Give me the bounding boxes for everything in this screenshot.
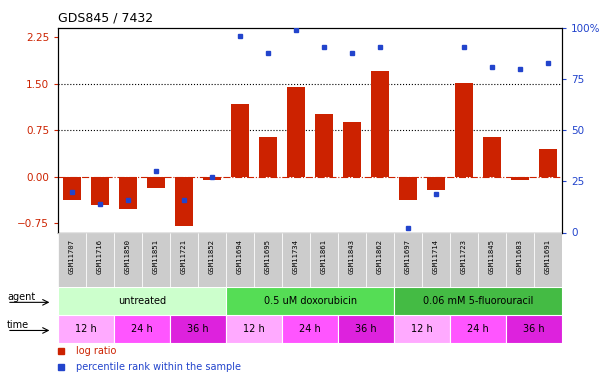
Bar — [338, 232, 366, 287]
Bar — [455, 82, 473, 177]
Text: GSM11694: GSM11694 — [237, 240, 243, 274]
Text: GSM11714: GSM11714 — [433, 240, 439, 274]
Text: 24 h: 24 h — [299, 324, 321, 334]
Bar — [310, 232, 338, 287]
Text: GSM11695: GSM11695 — [265, 240, 271, 274]
Text: GSM11683: GSM11683 — [517, 240, 523, 274]
Bar — [254, 232, 282, 287]
Bar — [506, 315, 562, 343]
Text: 0.5 uM doxorubicin: 0.5 uM doxorubicin — [263, 296, 357, 306]
Bar — [338, 315, 394, 343]
Bar — [399, 177, 417, 200]
Bar — [394, 287, 562, 315]
Bar — [534, 232, 562, 287]
Text: time: time — [7, 320, 29, 330]
Text: GSM11851: GSM11851 — [153, 240, 159, 274]
Text: 36 h: 36 h — [187, 324, 209, 334]
Text: agent: agent — [7, 292, 35, 302]
Bar — [91, 177, 109, 205]
Text: log ratio: log ratio — [76, 346, 117, 356]
Text: 12 h: 12 h — [75, 324, 97, 334]
Bar — [287, 87, 305, 177]
Bar — [483, 136, 501, 177]
Bar — [371, 72, 389, 177]
Bar — [539, 149, 557, 177]
Text: GSM11721: GSM11721 — [181, 240, 187, 274]
Bar — [315, 114, 333, 177]
Bar — [282, 315, 338, 343]
Bar — [478, 232, 506, 287]
Bar — [63, 177, 81, 200]
Bar — [231, 104, 249, 177]
Bar — [203, 177, 221, 180]
Bar — [422, 232, 450, 287]
Text: GSM11852: GSM11852 — [209, 240, 215, 274]
Bar — [58, 287, 226, 315]
Bar — [170, 315, 226, 343]
Bar — [427, 177, 445, 190]
Text: GSM11845: GSM11845 — [489, 240, 495, 274]
Text: percentile rank within the sample: percentile rank within the sample — [76, 362, 241, 372]
Bar — [506, 232, 534, 287]
Text: 36 h: 36 h — [523, 324, 545, 334]
Bar — [511, 177, 529, 180]
Bar — [343, 122, 361, 177]
Bar — [86, 232, 114, 287]
Text: 24 h: 24 h — [131, 324, 153, 334]
Bar — [114, 232, 142, 287]
Text: GSM11734: GSM11734 — [293, 240, 299, 274]
Text: GSM11716: GSM11716 — [97, 240, 103, 274]
Text: GSM11707: GSM11707 — [69, 240, 75, 274]
Text: 12 h: 12 h — [411, 324, 433, 334]
Bar — [170, 232, 198, 287]
Text: GDS845 / 7432: GDS845 / 7432 — [58, 11, 153, 24]
Bar — [114, 315, 170, 343]
Text: 24 h: 24 h — [467, 324, 489, 334]
Bar — [450, 232, 478, 287]
Text: 36 h: 36 h — [355, 324, 377, 334]
Bar — [58, 232, 86, 287]
Bar — [147, 177, 165, 188]
Text: GSM11697: GSM11697 — [405, 240, 411, 274]
Text: GSM11862: GSM11862 — [377, 240, 383, 274]
Text: GSM11861: GSM11861 — [321, 240, 327, 274]
Bar — [226, 287, 394, 315]
Bar — [142, 232, 170, 287]
Text: GSM11850: GSM11850 — [125, 240, 131, 274]
Bar — [119, 177, 137, 209]
Text: 12 h: 12 h — [243, 324, 265, 334]
Bar — [259, 136, 277, 177]
Bar — [394, 315, 450, 343]
Text: GSM11843: GSM11843 — [349, 240, 355, 274]
Bar — [394, 232, 422, 287]
Bar — [226, 315, 282, 343]
Text: GSM11723: GSM11723 — [461, 240, 467, 274]
Bar — [58, 315, 114, 343]
Bar — [226, 232, 254, 287]
Bar — [366, 232, 394, 287]
Bar — [198, 232, 226, 287]
Bar — [175, 177, 193, 226]
Bar — [450, 315, 506, 343]
Bar — [282, 232, 310, 287]
Text: untreated: untreated — [118, 296, 166, 306]
Text: 0.06 mM 5-fluorouracil: 0.06 mM 5-fluorouracil — [423, 296, 533, 306]
Text: GSM11691: GSM11691 — [545, 240, 551, 274]
